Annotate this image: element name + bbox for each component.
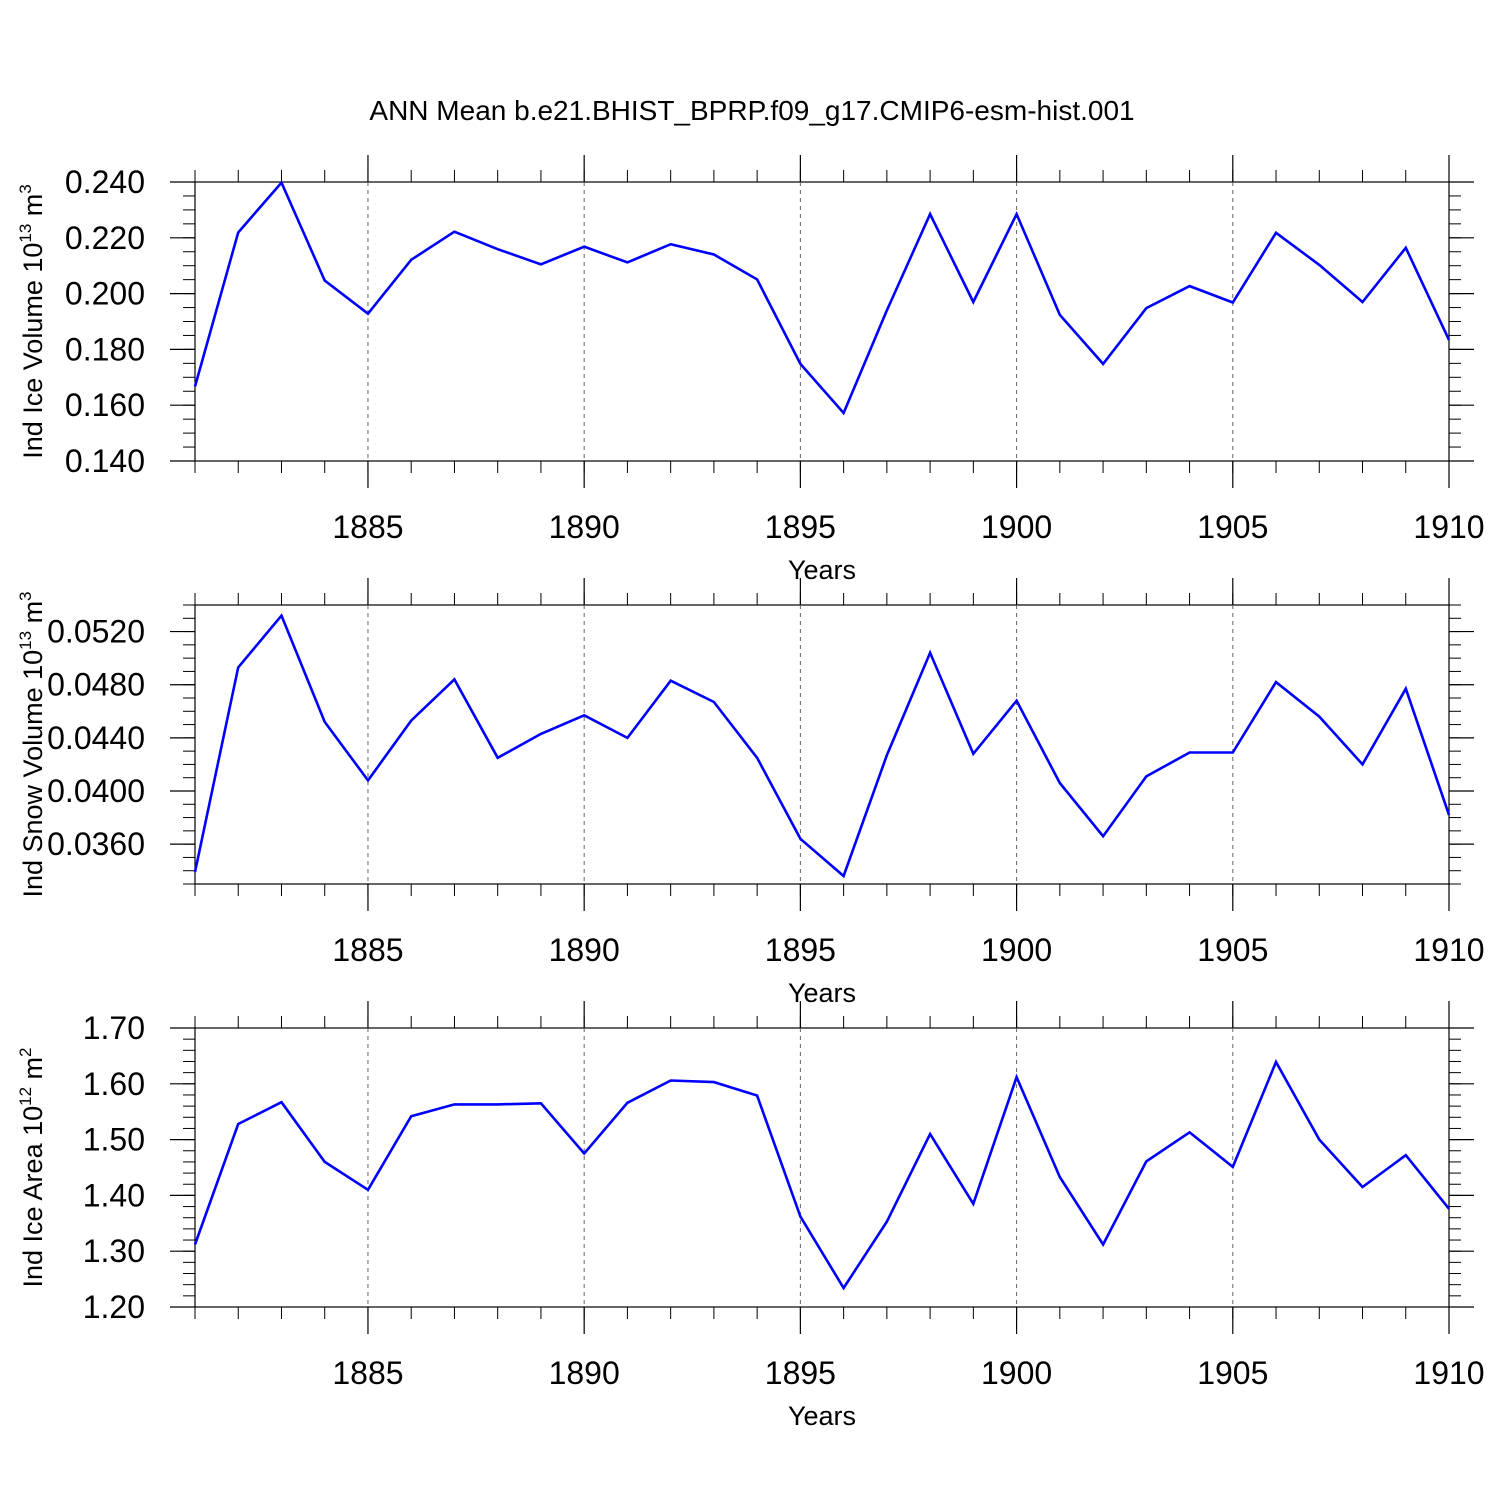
y-tick-label: 1.50 [83,1122,145,1158]
y-tick-label: 0.0480 [47,667,145,703]
y-axis-label-exponent: 13 [16,631,35,650]
x-tick-label: 1895 [765,932,836,968]
panel-ice-volume: 1885 1890 1895 1900 1905 1910 0.240 0.220 0.200 0… [16,155,1485,585]
y-tick-label: 1.60 [83,1066,145,1102]
plot-frame [194,181,1450,462]
x-tick-label: 1890 [549,1355,620,1391]
x-tick-label: 1900 [981,509,1052,545]
y-axis-label-main: Ind Snow Volume 10 [18,650,48,898]
x-tick-label: 1885 [332,509,403,545]
y-axis-label: Ind Ice Volume 1013 m3 [16,184,48,459]
x-tick-label: 1905 [1197,932,1268,968]
x-axis-label: Years [788,1401,856,1431]
y-tick-label: 0.0440 [47,720,145,756]
x-tick-label: 1890 [549,932,620,968]
series-line [193,613,1451,879]
plot-frame [194,1027,1450,1308]
x-tick-label: 1895 [765,1355,836,1391]
x-tick-label: 1910 [1413,1355,1484,1391]
y-tick-label: 1.30 [83,1233,145,1269]
figure-title: ANN Mean b.e21.BHIST_BPRP.f09_g17.CMIP6-… [369,95,1134,126]
y-tick-label: 0.0520 [47,614,145,650]
x-tick-label: 1905 [1197,509,1268,545]
y-axis-label: Ind Ice Area 1012 m2 [16,1047,48,1287]
y-axis-label-exponent: 12 [16,1087,35,1106]
y-tick-label: 0.240 [65,164,145,200]
y-axis-label-unit-exponent: 3 [16,591,35,600]
x-tick-label: 1910 [1413,509,1484,545]
x-tick-label: 1885 [332,1355,403,1391]
plot-frame [194,604,1450,885]
y-tick-label: 0.180 [65,331,145,367]
x-axis-label: Years [788,555,856,585]
y-tick-label: 0.200 [65,276,145,312]
y-axis-label-unit-exponent: 2 [16,1047,35,1056]
y-axis-label-unit: m [18,194,48,224]
y-axis-label-unit-exponent: 3 [16,184,35,193]
series-line [193,1059,1451,1291]
y-axis-label-main: Ind Ice Area 10 [18,1106,48,1288]
y-axis-label-main: Ind Ice Volume 10 [18,243,48,459]
x-tick-label: 1885 [332,932,403,968]
y-axis-label: Ind Snow Volume 1013 m3 [16,591,48,897]
y-tick-label: 0.0360 [47,826,145,862]
x-axis-label: Years [788,978,856,1008]
x-tick-label: 1890 [549,509,620,545]
panel-ice-area: 1885 1890 1895 1900 1905 1910 1.70 1.60 1.50 1.40… [16,1001,1485,1431]
y-tick-label: 1.40 [83,1177,145,1213]
panel-snow-volume: 1885 1890 1895 1900 1905 1910 0.0520 0.0480 0.04… [16,578,1485,1008]
y-tick-label: 1.20 [83,1289,145,1325]
y-axis-label-exponent: 13 [16,224,35,243]
x-tick-label: 1900 [981,932,1052,968]
y-axis-label-unit: m [18,1057,48,1087]
y-tick-label: 1.70 [83,1010,145,1046]
x-tick-label: 1905 [1197,1355,1268,1391]
x-tick-label: 1910 [1413,932,1484,968]
series-line [193,180,1451,416]
x-tick-label: 1900 [981,1355,1052,1391]
x-tick-label: 1895 [765,509,836,545]
y-tick-label: 0.160 [65,387,145,423]
y-tick-label: 0.220 [65,220,145,256]
y-tick-label: 0.0400 [47,773,145,809]
y-tick-label: 0.140 [65,443,145,479]
y-axis-label-unit: m [18,601,48,631]
